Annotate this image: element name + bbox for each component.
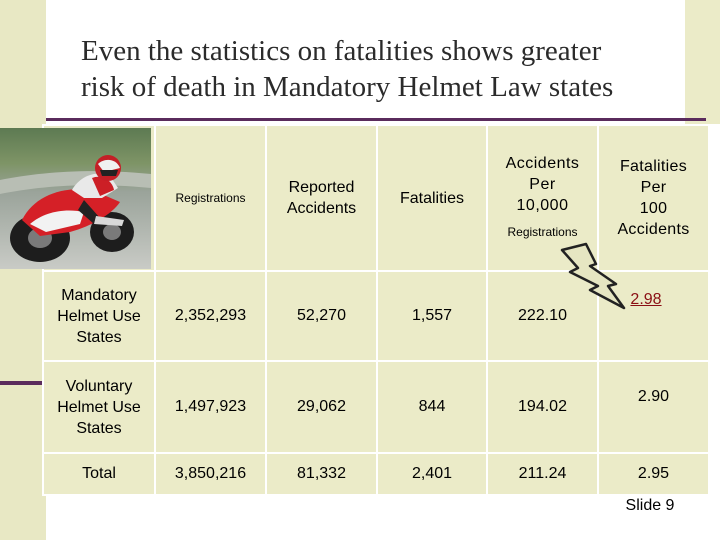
cell-registrations: 1,497,923 xyxy=(154,360,267,454)
statistics-table-container: Registrations Reported Accidents Fatalit… xyxy=(42,124,710,496)
cell-fatalities: 844 xyxy=(376,360,488,454)
row-label-line: Total xyxy=(82,465,116,482)
row-label-total: Total xyxy=(42,452,156,496)
cell-fatalities-per-100-empty xyxy=(597,270,710,362)
top-right-decorative-box xyxy=(685,0,720,124)
motorcycle-racer-photo xyxy=(0,128,151,269)
row-label-mandatory: Mandatory Helmet Use States xyxy=(42,270,156,362)
cell-reported-accidents: 81,332 xyxy=(265,452,378,496)
header-accidents-per-line-1: Accidents xyxy=(505,155,580,172)
header-reported-line-2: Accidents xyxy=(286,200,357,217)
lightning-bolt-icon xyxy=(560,242,626,310)
header-fatalities-per-line-4: Accidents xyxy=(617,221,690,238)
left-accent-line xyxy=(0,381,55,385)
cell-registrations: 2,352,293 xyxy=(154,270,267,362)
row-label-line: Helmet Use xyxy=(57,307,141,325)
cell-fatalities: 2,401 xyxy=(376,452,488,496)
cell-fatalities-per-100: 2.90 xyxy=(597,360,710,454)
header-registrations-label: Registrations xyxy=(175,190,246,205)
cell-accidents-per-10000: 194.02 xyxy=(486,360,599,454)
cell-reported-accidents: 52,270 xyxy=(265,270,378,362)
slide-title-line-1: Even the statistics on fatalities shows … xyxy=(81,35,602,67)
header-fatalities-per-line-3: 100 xyxy=(639,200,668,217)
header-accidents-per-line-3: 10,000 xyxy=(516,197,569,214)
header-fatalities-per-line-2: Per xyxy=(640,179,667,196)
header-accidents-per-line-2: Per xyxy=(529,176,556,193)
cell-reported-accidents: 29,062 xyxy=(265,360,378,454)
table-row: Total 3,850,216 81,332 2,401 211.24 2.95 xyxy=(42,452,710,496)
highlighted-fatalities-per-100: 2.98 xyxy=(630,291,662,308)
slide-title: Even the statistics on fatalities shows … xyxy=(81,33,681,105)
cell-accidents-per-10000: 211.24 xyxy=(486,452,599,496)
row-label-line: Voluntary xyxy=(65,377,133,395)
header-fatalities-per: Fatalities Per 100 Accidents xyxy=(597,124,710,272)
header-reported-accidents: Reported Accidents xyxy=(265,124,378,272)
header-fatalities-label: Fatalities xyxy=(399,189,465,207)
row-label-line: States xyxy=(76,419,122,437)
row-label-line: Mandatory xyxy=(61,286,137,304)
header-accidents-per-sublabel: Registrations xyxy=(507,225,578,239)
header-reported-line-1: Reported xyxy=(288,179,355,196)
slide-title-line-2: risk of death in Mandatory Helmet Law st… xyxy=(81,71,614,103)
row-label-line: States xyxy=(76,328,122,346)
row-label-voluntary: Voluntary Helmet Use States xyxy=(42,360,156,454)
slide-number: Slide 9 xyxy=(625,497,675,514)
title-underline xyxy=(46,118,706,121)
header-registrations: Registrations xyxy=(154,124,267,272)
row-label-line: Helmet Use xyxy=(57,398,141,416)
cell-fatalities-per-100: 2.95 xyxy=(597,452,710,496)
cell-registrations: 3,850,216 xyxy=(154,452,267,496)
table-row: Voluntary Helmet Use States 1,497,923 29… xyxy=(42,360,710,454)
motorcycle-photo-svg xyxy=(0,128,151,269)
header-fatalities-per-line-1: Fatalities xyxy=(619,158,688,175)
left-decorative-bar xyxy=(0,0,46,540)
header-fatalities: Fatalities xyxy=(376,124,488,272)
statistics-table: Registrations Reported Accidents Fatalit… xyxy=(42,124,710,496)
cell-fatalities-per-100-value: 2.90 xyxy=(637,388,670,405)
table-row: Mandatory Helmet Use States 2,352,293 52… xyxy=(42,270,710,362)
cell-fatalities: 1,557 xyxy=(376,270,488,362)
cell-accidents-per-10000: 222.10 xyxy=(486,270,599,362)
